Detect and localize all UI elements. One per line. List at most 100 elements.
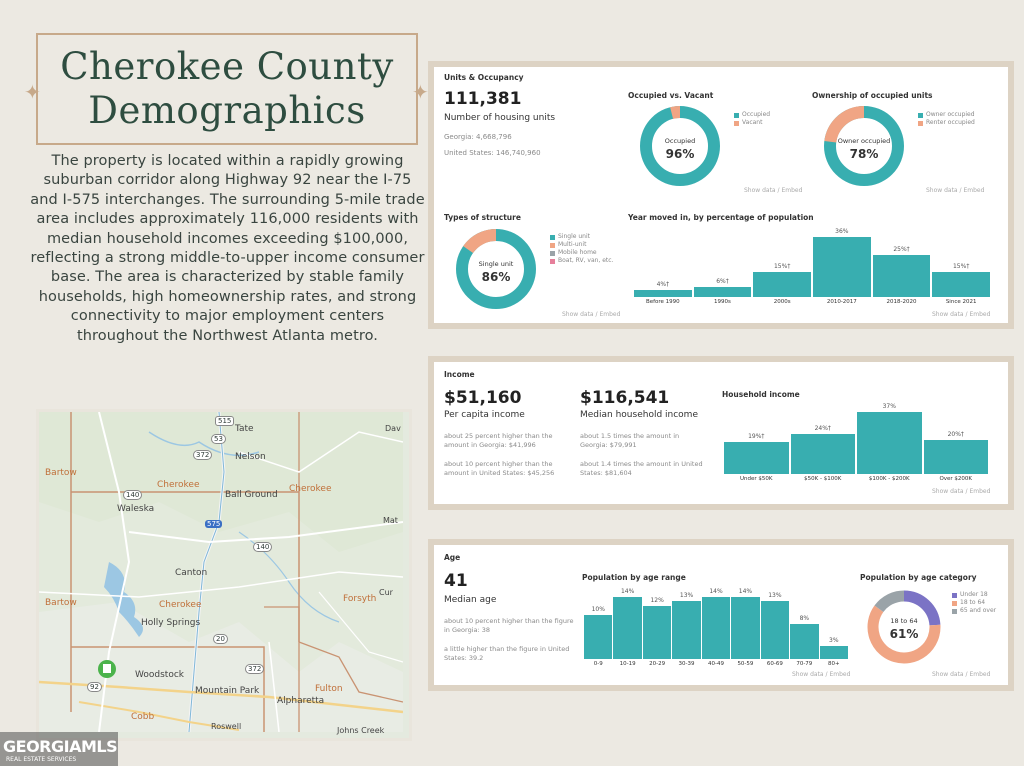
legend-single-unit: Single unit	[550, 233, 614, 241]
legend-18-to-64: 18 to 64	[952, 599, 996, 607]
age-range-bar	[819, 645, 848, 659]
route-515-shield: 515	[215, 416, 235, 426]
structure-show-data-link[interactable]: Show data / Embed	[562, 311, 621, 318]
year-moved-show-data-link[interactable]: Show data / Embed	[932, 311, 991, 318]
age-range-category-label: 10-19	[619, 661, 636, 667]
map-label-bartow-2: Bartow	[45, 598, 77, 608]
age-range-show-data-link[interactable]: Show data / Embed	[792, 671, 851, 678]
map-label-cherokee-2: Cherokee	[289, 484, 332, 494]
map-label-woodstock: Woodstock	[135, 670, 184, 680]
housing-units-total: 111,381	[444, 89, 522, 109]
year-moved-value-label: 15%†	[773, 263, 791, 270]
occupied-show-data-link[interactable]: Show data / Embed	[744, 187, 803, 194]
occupied-center-value: 96%	[665, 147, 695, 161]
map-label-waleska: Waleska	[117, 504, 155, 514]
age-donut-slice	[903, 590, 941, 626]
age-range-value-label: 14%	[620, 588, 635, 595]
year-moved-bar	[634, 290, 692, 297]
age-range-value-label: 3%	[829, 636, 839, 644]
age-range-category-label: 20-29	[649, 661, 666, 667]
year-moved-bar	[932, 272, 990, 297]
legend-vacant: Vacant	[734, 119, 770, 127]
household-income-bar	[790, 433, 855, 474]
age-category-legend: Under 18 18 to 64 65 and over	[952, 591, 996, 615]
legend-under-18: Under 18	[952, 591, 996, 599]
age-category-show-data-link[interactable]: Show data / Embed	[932, 671, 991, 678]
age-range-category-label: 0-9	[593, 661, 603, 667]
ownership-show-data-link[interactable]: Show data / Embed	[926, 187, 985, 194]
route-140-shield: 140	[123, 490, 143, 500]
age-range-bar	[672, 601, 701, 659]
age-donut-slice	[874, 590, 905, 613]
age-range-category-label: 30-39	[678, 661, 695, 667]
age-category-title: Population by age category	[860, 573, 977, 582]
map-label-ball-ground: Ball Ground	[225, 490, 278, 500]
age-range-value-label: 13%	[679, 592, 694, 600]
median-age-label: Median age	[444, 595, 497, 605]
age-range-title: Population by age range	[582, 573, 686, 582]
title-box: Cherokee County Demographics	[36, 33, 418, 145]
map-label-cur: Cur	[379, 588, 393, 597]
ownership-donut	[824, 106, 904, 186]
household-income-bar	[923, 440, 988, 474]
county-map[interactable]: Tate Nelson Cherokee Cherokee Ball Groun…	[36, 409, 412, 741]
household-income-category-label: Under $50K	[739, 476, 773, 482]
year-moved-bar	[693, 287, 752, 297]
route-575-shield: 575	[205, 520, 223, 528]
legend-65-over: 65 and over	[952, 607, 996, 615]
age-range-bar	[790, 623, 819, 659]
age-range-value-label: 13%	[768, 592, 782, 600]
watermark-tagline: REAL ESTATE SERVICES	[6, 756, 77, 763]
age-donut-center-label: 18 to 64	[890, 617, 918, 625]
year-moved-value-label: 36%	[835, 228, 849, 235]
map-label-bartow-1: Bartow	[45, 468, 77, 478]
description: The property is located within a rapidly…	[30, 153, 425, 344]
map-label-roswell: Roswell	[211, 722, 242, 731]
map-graphic	[39, 412, 403, 732]
year-moved-category-label: 1990s	[714, 299, 731, 305]
map-label-forsyth: Forsyth	[343, 594, 377, 604]
map-label-alpharetta: Alpharetta	[277, 696, 325, 706]
structure-donut	[456, 229, 536, 309]
ownership-title: Ownership of occupied units	[812, 91, 933, 100]
legend-boat-rv: Boat, RV, van, etc.	[550, 257, 614, 265]
age-range-value-label: 14%	[709, 588, 723, 595]
per-capita-label: Per capita income	[444, 410, 525, 420]
age-range-value-label: 12%	[650, 596, 664, 604]
year-moved-title: Year moved in, by percentage of populati…	[628, 213, 814, 222]
map-label-cobb: Cobb	[131, 712, 155, 722]
age-range-category-label: 70-79	[796, 661, 813, 667]
age-donut-slice	[867, 605, 941, 664]
map-label-dav: Dav	[385, 424, 401, 433]
income-panel: Income $51,160 Per capita income about 2…	[428, 356, 1014, 510]
route-372-shield-2: 372	[245, 664, 265, 674]
age-range-value-label: 14%	[738, 588, 753, 595]
median-note-us: about 1.4 times the amount in United Sta…	[580, 460, 703, 477]
age-range-bar	[760, 601, 790, 659]
age-range-value-label: 8%	[799, 614, 810, 622]
map-label-cherokee-3: Cherokee	[159, 600, 202, 610]
year-moved-bar	[872, 255, 931, 297]
household-income-category-label: $50K - $100K	[804, 476, 842, 482]
route-53-shield: 53	[211, 434, 226, 444]
year-moved-category-label: Before 1990	[645, 299, 680, 305]
per-capita-income: $51,160	[444, 388, 522, 408]
income-show-data-link[interactable]: Show data / Embed	[932, 488, 991, 495]
year-moved-chart: 4%† Before 1990 6%† 1990s 15%† 2000s 36% 2010-2…	[634, 227, 990, 307]
household-income-title: Household income	[722, 390, 800, 399]
route-140-shield-2: 140	[253, 542, 273, 552]
household-income-value-label: 20%†	[947, 431, 964, 439]
age-category-donut	[867, 590, 941, 664]
age-donut-center-value: 61%	[889, 627, 919, 641]
year-moved-value-label: 15%†	[952, 263, 970, 270]
household-income-value-label: 19%†	[748, 433, 765, 441]
structure-center-value: 86%	[481, 270, 511, 284]
household-income-value-label: 24%†	[814, 424, 831, 432]
age-range-bar	[613, 597, 642, 659]
household-income-category-label: Over $200K	[939, 476, 973, 482]
year-moved-bar	[813, 237, 871, 297]
age-range-bar	[642, 605, 672, 659]
ownership-center-label: Owner occupied	[837, 137, 891, 145]
median-age-value: 41	[444, 571, 468, 591]
age-range-value-label: 10%	[591, 605, 605, 613]
